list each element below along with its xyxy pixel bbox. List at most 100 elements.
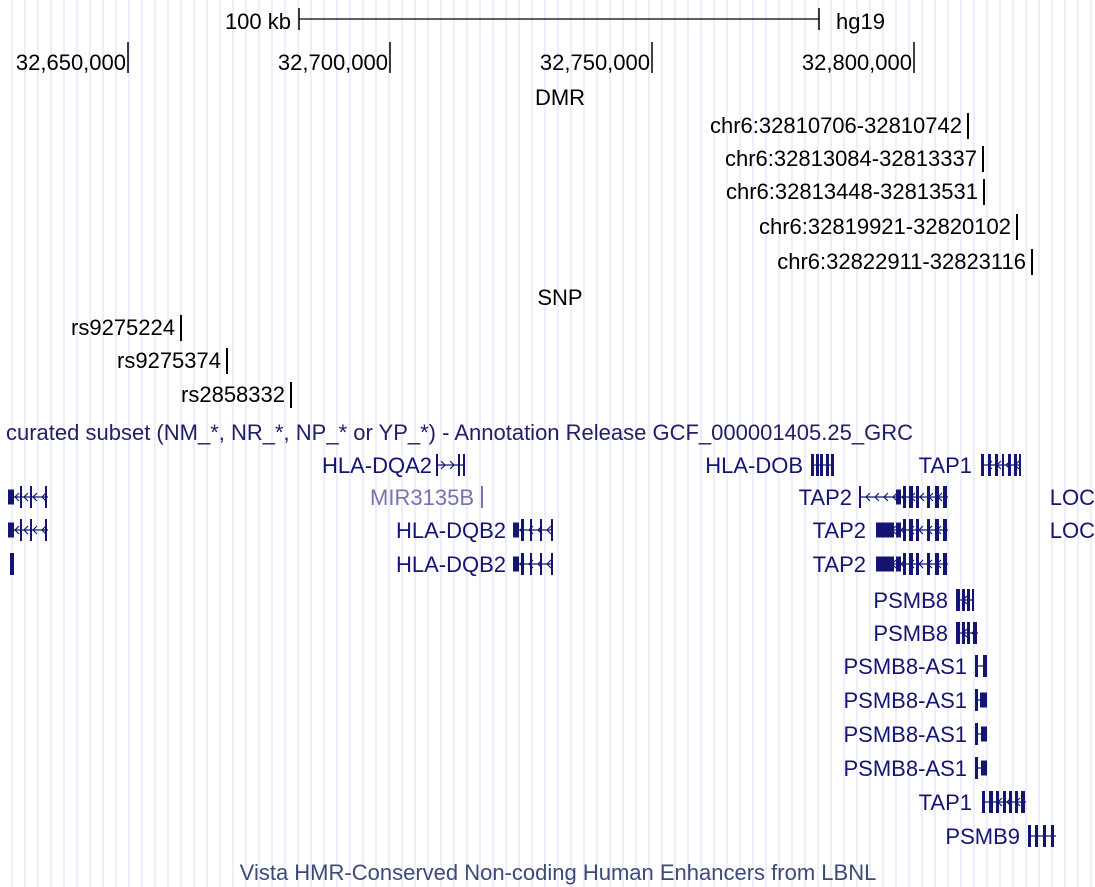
strand-arrow [23,492,29,502]
gene-exon [903,519,906,541]
snp-track: SNP rs9275224 rs9275374 rs2858332 [71,285,583,408]
gene-exon [816,454,819,476]
gene-label[interactable]: TAP1 [919,790,972,815]
gene-label[interactable]: LOC [1050,485,1095,510]
strand-arrow [14,525,20,535]
gene-feature[interactable]: TAP2 [813,518,948,543]
gene-feature[interactable] [8,486,48,508]
gene-exon [1008,454,1011,476]
gene-exon [981,760,987,776]
gene-exon [981,454,984,476]
gene-label[interactable]: PSMB8-AS1 [844,722,968,747]
gene-feature[interactable]: PSMB8-AS1 [844,756,988,781]
gene-exon [972,589,974,611]
gene-exon [916,486,919,508]
strand-arrow [32,492,38,502]
gene-exon [20,519,22,541]
gene-feature[interactable]: PSMB8-AS1 [844,654,988,679]
gene-feature[interactable]: HLA-DQA2 [322,453,465,478]
gene-exon [943,553,947,575]
gene-exon [513,556,519,572]
gene-exon [903,486,906,508]
gene-exon [30,486,32,508]
gene-label[interactable]: TAP2 [813,552,866,577]
gene-feature[interactable]: PSMB8 [873,621,978,646]
gene-exon [909,486,913,508]
gene-exon [8,489,14,505]
gene-exon [935,486,939,508]
assembly-label: hg19 [836,9,885,34]
gene-exon [935,553,939,575]
gene-exon [1015,791,1018,813]
strand-arrow [14,492,20,502]
gene-exon [481,486,483,508]
gene-exon [909,553,913,575]
gene-exon [967,622,970,644]
gene-label[interactable]: PSMB8-AS1 [844,654,968,679]
gene-exon [909,519,913,541]
gene-feature[interactable]: LOC [1050,485,1095,510]
dmr-item-label: chr6:32813084-32813337 [725,146,977,171]
gene-exon [1009,791,1012,813]
ruler-tick-label: 32,700,000 [278,50,388,75]
strand-arrow [874,492,880,502]
strand-arrow [23,525,29,535]
gene-exon [896,522,901,538]
gene-feature[interactable]: PSMB8-AS1 [844,722,988,747]
gene-exon [1014,454,1017,476]
gene-feature[interactable] [10,553,14,575]
strand-arrow [41,525,47,535]
gene-feature[interactable] [8,519,48,541]
gene-exon [20,486,22,508]
base-position-ruler: 32,650,000 32,700,000 32,750,000 32,800,000… [16,42,915,75]
gene-label[interactable]: PSMB9 [945,824,1020,849]
gene-exon [1043,825,1046,847]
strand-arrow [883,492,889,502]
gene-label[interactable]: TAP1 [919,453,972,478]
scale-bar-label: 100 kb [225,9,291,34]
gene-feature[interactable]: TAP2 [813,552,948,577]
gene-exon [903,553,906,575]
gene-exon [859,486,861,508]
strand-arrow [919,492,925,502]
snp-track-title: SNP [537,285,582,310]
gene-feature[interactable]: TAP1 [919,453,1021,478]
gene-label[interactable]: HLA-DQB2 [396,518,506,543]
snp-item-label: rs9275224 [71,315,175,340]
gene-label[interactable]: HLA-DOB [705,453,803,478]
gene-feature[interactable]: MIR3135B [370,485,483,510]
gene-exon [956,622,960,644]
gene-exon [935,519,939,541]
strand-arrow [546,559,552,569]
gene-exon [975,723,978,745]
gene-feature[interactable]: TAP2 [799,485,948,510]
strand-arrow [440,460,446,470]
gene-exon [436,454,438,476]
gene-exon [927,553,930,575]
gene-label[interactable]: LOC [1050,518,1095,543]
gene-feature[interactable]: LOC [1050,518,1095,543]
gene-feature[interactable]: TAP1 [919,790,1026,815]
gene-feature[interactable]: HLA-DQB2 [396,552,553,577]
gene-feature[interactable]: PSMB8 [873,588,974,613]
strand-arrow [865,492,871,502]
gene-label[interactable]: PSMB8-AS1 [844,688,968,713]
gene-label[interactable]: PSMB8 [873,621,948,646]
gene-label[interactable]: MIR3135B [370,485,474,510]
gene-label[interactable]: HLA-DQA2 [322,453,432,478]
gene-exon [989,791,993,813]
gene-label[interactable]: PSMB8-AS1 [844,756,968,781]
gene-label[interactable]: TAP2 [799,485,852,510]
strand-arrow [449,460,455,470]
gene-label[interactable]: TAP2 [813,518,866,543]
gene-exon [983,655,987,677]
gene-label[interactable]: HLA-DQB2 [396,552,506,577]
gene-label[interactable]: PSMB8 [873,588,948,613]
gene-feature[interactable]: HLA-DQB2 [396,518,553,543]
gene-exon [962,589,965,611]
gene-exon [521,553,524,575]
gene-feature[interactable]: PSMB8-AS1 [844,688,988,713]
gene-feature[interactable]: HLA-DOB [705,453,834,478]
gene-feature[interactable]: PSMB9 [945,824,1056,849]
